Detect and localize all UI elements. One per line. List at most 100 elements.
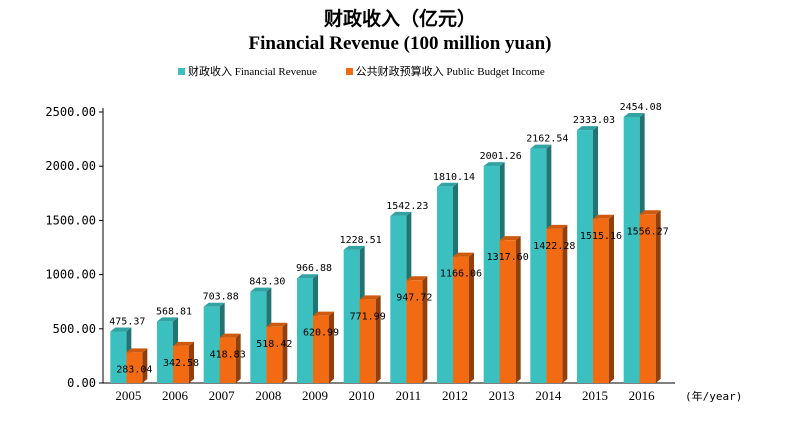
bar-financial-revenue-top bbox=[250, 287, 272, 292]
bar-public-budget-income-side bbox=[329, 311, 334, 383]
bar-public-budget-income bbox=[219, 337, 236, 383]
data-label-financial-revenue: 2333.03 bbox=[573, 115, 615, 126]
x-tick-label: 2014 bbox=[535, 388, 562, 403]
bar-public-budget-income bbox=[639, 214, 656, 383]
legend-item-financial-revenue: 财政收入 Financial Revenue bbox=[178, 63, 317, 79]
bar-financial-revenue-top bbox=[483, 162, 505, 167]
bar-public-budget-income bbox=[313, 315, 329, 383]
x-tick-label: 2013 bbox=[489, 388, 515, 403]
x-tick-label: 2009 bbox=[302, 388, 328, 403]
bar-financial-revenue-top bbox=[297, 274, 318, 279]
x-tick-label: 2015 bbox=[582, 388, 608, 403]
bar-financial-revenue-top bbox=[530, 144, 552, 149]
bar-public-budget-income-side bbox=[655, 210, 661, 383]
bar-public-budget-income-top bbox=[126, 348, 148, 353]
bar-financial-revenue bbox=[623, 116, 640, 384]
data-label-financial-revenue: 1228.51 bbox=[340, 235, 382, 246]
y-tick-label: 1500.00 bbox=[45, 213, 96, 227]
legend-label-public-budget-income: 公共财政预算收入 Public Budget Income bbox=[355, 66, 545, 78]
bar-public-budget-income-side bbox=[609, 214, 614, 383]
bar-financial-revenue-top bbox=[203, 302, 225, 307]
bar-financial-revenue-top bbox=[390, 211, 412, 216]
x-tick-label: 2007 bbox=[209, 388, 236, 403]
bar-financial-revenue bbox=[483, 166, 500, 383]
data-label-public-budget-income: 620.99 bbox=[303, 328, 339, 339]
bar-financial-revenue bbox=[343, 249, 360, 383]
data-label-public-budget-income: 1422.28 bbox=[533, 241, 575, 252]
data-label-public-budget-income: 342.58 bbox=[163, 358, 199, 369]
bar-public-budget-income-top bbox=[219, 333, 241, 338]
data-label-financial-revenue: 2001.26 bbox=[480, 151, 522, 162]
x-tick-label: 2005 bbox=[115, 388, 141, 403]
bar-public-budget-income bbox=[173, 345, 189, 383]
y-tick-label: 1000.00 bbox=[45, 268, 96, 282]
x-tick-label: 2016 bbox=[629, 388, 656, 403]
bar-public-budget-income-top bbox=[593, 214, 614, 219]
x-tick-label: 2010 bbox=[349, 388, 375, 403]
bar-public-budget-income-side bbox=[562, 224, 568, 383]
bar-financial-revenue-top bbox=[343, 245, 365, 250]
data-label-financial-revenue: 475.37 bbox=[109, 316, 145, 327]
data-label-public-budget-income: 418.83 bbox=[210, 350, 246, 361]
data-label-financial-revenue: 1542.23 bbox=[386, 201, 428, 212]
bar-public-budget-income-top bbox=[546, 224, 568, 229]
bar-financial-revenue-top bbox=[157, 317, 178, 322]
bar-public-budget-income-side bbox=[282, 322, 288, 383]
chart-subtitle: Financial Revenue (100 million yuan) bbox=[248, 33, 552, 54]
bar-public-budget-income-top bbox=[359, 295, 381, 300]
bar-public-budget-income bbox=[126, 352, 143, 383]
bar-financial-revenue bbox=[110, 331, 127, 383]
data-label-public-budget-income: 1317.60 bbox=[487, 252, 529, 263]
data-label-public-budget-income: 518.42 bbox=[256, 339, 292, 350]
bar-public-budget-income-top bbox=[313, 311, 334, 316]
data-label-financial-revenue: 1810.14 bbox=[433, 172, 475, 183]
data-label-financial-revenue: 2162.54 bbox=[526, 134, 568, 145]
bar-financial-revenue-top bbox=[577, 126, 598, 131]
data-label-public-budget-income: 1166.06 bbox=[440, 269, 482, 280]
bar-public-budget-income bbox=[499, 240, 516, 383]
x-tick-label: 2008 bbox=[255, 388, 281, 403]
x-tick-label: 2011 bbox=[396, 388, 422, 403]
data-label-financial-revenue: 843.30 bbox=[249, 277, 285, 288]
bar-public-budget-income-top bbox=[639, 210, 661, 215]
data-label-financial-revenue: 568.81 bbox=[156, 306, 192, 317]
data-label-financial-revenue: 2454.08 bbox=[620, 102, 662, 113]
data-label-public-budget-income: 771.99 bbox=[350, 311, 386, 322]
bar-public-budget-income-top bbox=[499, 236, 521, 241]
data-label-financial-revenue: 966.88 bbox=[296, 263, 332, 274]
bar-financial-revenue bbox=[250, 291, 267, 383]
bar-public-budget-income bbox=[406, 280, 423, 383]
bar-public-budget-income-side bbox=[422, 276, 428, 383]
y-tick-label: 500.00 bbox=[53, 322, 96, 336]
bar-financial-revenue bbox=[390, 215, 407, 383]
y-tick-label: 2000.00 bbox=[45, 159, 96, 173]
bar-financial-revenue bbox=[157, 321, 173, 383]
y-tick-label: 2500.00 bbox=[45, 105, 96, 119]
bar-public-budget-income-top bbox=[406, 276, 428, 281]
legend: 财政收入 Financial Revenue 公共财政预算收入 Public B… bbox=[178, 63, 571, 79]
bar-public-budget-income bbox=[593, 218, 609, 383]
data-label-public-budget-income: 947.72 bbox=[396, 292, 432, 303]
data-label-public-budget-income: 1556.27 bbox=[627, 226, 669, 237]
bar-public-budget-income-side bbox=[515, 236, 521, 383]
bar-financial-revenue bbox=[203, 306, 220, 383]
bar-public-budget-income bbox=[266, 326, 283, 383]
bar-financial-revenue bbox=[297, 278, 313, 383]
data-label-public-budget-income: 1515.16 bbox=[580, 231, 622, 242]
bar-public-budget-income-top bbox=[173, 341, 194, 346]
bar-public-budget-income-side bbox=[375, 295, 381, 383]
bar-public-budget-income-top bbox=[266, 322, 288, 327]
data-label-public-budget-income: 283.04 bbox=[116, 364, 152, 375]
bar-public-budget-income bbox=[546, 228, 563, 383]
data-label-financial-revenue: 703.88 bbox=[203, 292, 239, 303]
legend-item-public-budget-income: 公共财政预算收入 Public Budget Income bbox=[345, 63, 545, 79]
bar-financial-revenue-top bbox=[437, 182, 458, 187]
legend-swatch-public-budget-income bbox=[345, 68, 353, 75]
bar-financial-revenue bbox=[437, 186, 453, 383]
chart-title: 财政收入（亿元） bbox=[323, 8, 476, 30]
legend-swatch-financial-revenue bbox=[178, 68, 185, 75]
bar-financial-revenue bbox=[530, 148, 547, 383]
bar-public-budget-income bbox=[453, 256, 469, 383]
bar-public-budget-income-side bbox=[142, 348, 148, 383]
